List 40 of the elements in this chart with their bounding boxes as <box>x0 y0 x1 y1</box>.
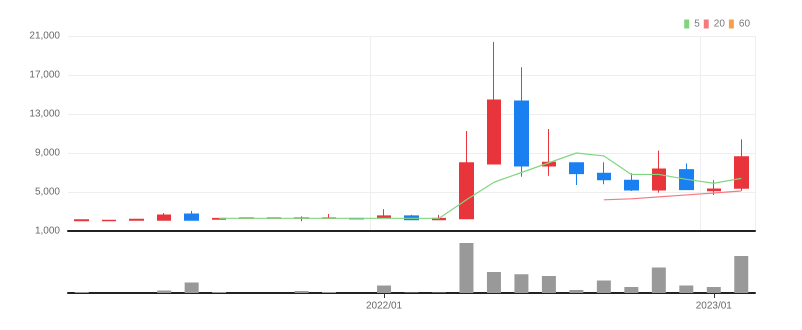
bar <box>569 290 584 293</box>
x-tick-label: 2022/01 <box>366 300 403 312</box>
y-tick-label: 1,000 <box>34 226 60 236</box>
candlestick <box>184 210 199 221</box>
bar <box>596 280 611 293</box>
y-tick-label: 9,000 <box>34 148 60 158</box>
candlestick <box>514 66 529 178</box>
bar <box>486 272 501 293</box>
bar <box>542 276 556 293</box>
candlestick <box>652 150 666 194</box>
bar <box>706 287 721 293</box>
bar <box>184 282 199 293</box>
bar <box>514 274 528 293</box>
x-tick-label: 2023/01 <box>696 300 732 312</box>
candlestick <box>624 172 639 192</box>
y-tick-label: 5,000 <box>34 186 60 198</box>
legend-label: 60 <box>738 18 750 30</box>
candlestick <box>74 218 89 222</box>
candlestick <box>569 162 584 186</box>
bar <box>624 287 638 293</box>
bar <box>377 286 392 293</box>
legend-label: 5 <box>694 18 700 30</box>
candlestick <box>459 130 474 220</box>
candlestick <box>597 162 611 185</box>
candlestick <box>487 41 501 165</box>
bar <box>459 243 474 293</box>
candlestick <box>679 162 694 191</box>
y-tick-label: 21,000 <box>29 30 60 42</box>
bar <box>652 268 666 293</box>
candlestick <box>707 180 721 196</box>
candlestick <box>734 138 749 192</box>
legend-label: 20 <box>714 18 726 30</box>
candlestick <box>157 212 171 221</box>
bar <box>679 286 694 293</box>
bar <box>734 256 748 293</box>
line-series <box>603 190 742 200</box>
y-tick-label: 17,000 <box>29 70 60 80</box>
y-tick-label: 13,000 <box>29 108 60 120</box>
candlestick <box>129 218 144 221</box>
line-series <box>218 152 742 219</box>
